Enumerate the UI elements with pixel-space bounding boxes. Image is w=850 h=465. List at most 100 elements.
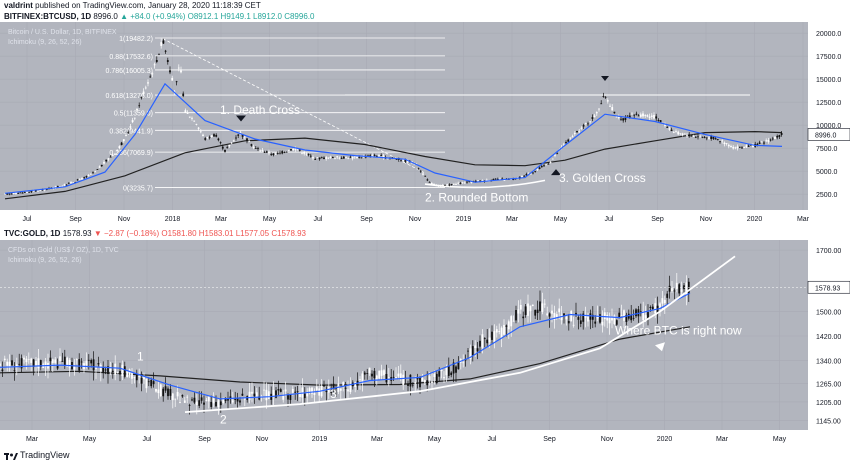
candle-body	[431, 381, 433, 383]
tradingview-logo-icon[interactable]	[4, 451, 18, 461]
candle-body	[330, 392, 333, 393]
peak-marker	[601, 76, 609, 82]
candle-body	[613, 111, 616, 114]
candle-body	[199, 131, 202, 133]
candle-body	[73, 366, 76, 370]
candle-body	[675, 131, 677, 133]
candle-body	[329, 156, 332, 158]
candle-body	[0, 363, 1, 366]
candle-body	[690, 135, 693, 137]
username[interactable]: valdrint	[4, 1, 33, 10]
candle-body	[373, 154, 376, 156]
candle-body	[701, 136, 704, 138]
candle-body	[496, 178, 499, 180]
candle-body	[452, 362, 455, 374]
candle-body	[512, 320, 515, 322]
candle-body	[618, 312, 621, 319]
candle-body	[85, 360, 88, 366]
candle-body	[476, 348, 479, 352]
candle-body	[670, 129, 673, 131]
last-price-label: 8996.0	[815, 132, 837, 139]
candle-body	[626, 115, 629, 117]
candle-body	[265, 389, 268, 401]
candle-body	[452, 183, 455, 185]
candle-body	[215, 401, 217, 407]
candle-body	[94, 171, 97, 173]
candle-body	[368, 367, 371, 374]
candle-body	[252, 146, 255, 149]
legend-entry: Ichimoku (9, 26, 52, 26)	[8, 39, 82, 46]
candle-body	[275, 390, 277, 398]
candle-body	[279, 152, 281, 154]
candle-body	[301, 387, 304, 398]
candle-body	[28, 191, 31, 193]
candle-body	[378, 370, 381, 379]
candle-body	[325, 157, 328, 159]
candle-body	[500, 327, 503, 338]
publish-info: published on TradingView.com, January 28…	[35, 1, 261, 10]
candle-body	[78, 178, 81, 180]
candle-body	[188, 116, 191, 118]
candle-body	[263, 389, 265, 391]
candle-body	[296, 149, 299, 151]
candle-body	[200, 397, 203, 401]
candle-body	[147, 381, 150, 383]
candle-body	[306, 392, 309, 397]
x-tick-label: May	[83, 436, 97, 443]
candle-body	[287, 394, 289, 400]
candle-body	[741, 147, 743, 149]
candle-body	[539, 301, 541, 312]
candle-body	[455, 366, 457, 373]
annotation-1: 1	[137, 350, 144, 364]
candle-body	[371, 373, 373, 377]
candle-body	[548, 313, 551, 317]
candle-body	[179, 402, 181, 403]
candle-body	[195, 123, 198, 125]
candle-body	[531, 304, 534, 307]
footer-brand[interactable]: TradingView	[20, 450, 70, 460]
btc-chart[interactable]: Jul Sep Nov 2018 Mar May Jul Sep Nov 2019 Mar May Ju…	[0, 22, 850, 227]
x-tick-label: Sep	[69, 216, 82, 223]
candle-body	[210, 135, 213, 137]
candle-body	[318, 388, 321, 396]
candle-body	[111, 155, 114, 156]
candle-body	[282, 395, 285, 400]
candle-body	[404, 159, 407, 162]
candle-body	[563, 313, 565, 316]
candle-body	[668, 285, 671, 292]
candle-body	[92, 359, 95, 371]
y-tick-label: 15000.0	[816, 77, 841, 84]
candle-body	[646, 115, 649, 117]
candle-body	[202, 134, 204, 136]
candle-body	[363, 372, 366, 375]
candle-body	[65, 184, 68, 186]
candle-body	[593, 115, 596, 118]
candle-body	[666, 293, 669, 298]
candle-body	[567, 139, 570, 142]
candle-body	[457, 182, 460, 184]
x-tick-label: Nov	[700, 216, 713, 223]
candle-body	[83, 177, 86, 179]
candle-body	[265, 151, 268, 153]
candle-body	[76, 179, 79, 181]
candle-body	[450, 184, 453, 185]
candle-body	[769, 139, 772, 141]
candle-body	[758, 142, 761, 144]
candle-body	[129, 126, 132, 128]
candle-body	[705, 137, 708, 139]
y-tick-label: 1700.00	[816, 248, 841, 255]
candle-body	[725, 143, 728, 145]
candle-body	[140, 378, 143, 384]
ma-fast-line	[0, 292, 691, 400]
gold-chart[interactable]: Mar May Jul Sep Nov 2019 Mar May Jul Sep Nov 2020 Ma…	[0, 240, 850, 445]
candle-body	[279, 389, 282, 392]
candle-body	[426, 179, 429, 181]
candle-body	[743, 147, 746, 148]
candle-body	[555, 314, 558, 318]
candle-body	[659, 303, 661, 309]
candle-body	[435, 185, 438, 186]
candle-body	[727, 144, 730, 147]
candle-body	[351, 156, 354, 159]
candle-body	[604, 96, 607, 98]
candle-body	[345, 157, 347, 158]
